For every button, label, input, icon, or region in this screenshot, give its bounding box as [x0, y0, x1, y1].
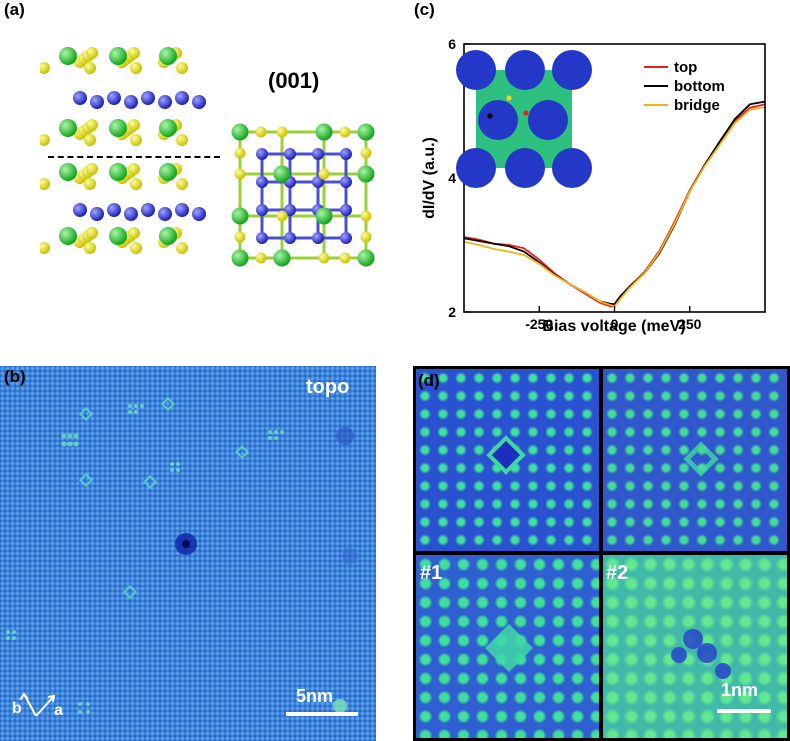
dIdV-map-grid	[413, 366, 790, 741]
map-1-label: #1	[420, 562, 443, 584]
cleavage-plane-line	[48, 156, 220, 158]
panel-a-label: (a)	[4, 0, 25, 19]
inset-stm-map	[456, 50, 592, 188]
top-view-crystal-structure	[231, 123, 375, 267]
axis-a-label: a	[54, 702, 63, 719]
y-axis-label: dI/dV (a.u.)	[421, 137, 438, 219]
map-top-left	[416, 369, 599, 551]
marker-bridge	[506, 95, 512, 101]
dIdV-spectra-chart: -250 0 250 2 4 6 dI/dV (a.u.) Bias voltage (m…	[421, 36, 766, 335]
topo-mode-label: topo	[306, 376, 350, 398]
y-tick-label: 6	[448, 36, 456, 52]
legend-label-bridge: bridge	[674, 97, 720, 114]
legend-label-top: top	[674, 59, 697, 76]
legend: top bottom bridge	[644, 59, 725, 114]
scale-bar-1nm	[717, 709, 771, 713]
scale-bar-5nm-label: 5nm	[296, 686, 334, 706]
lattice-axes-arrows	[19, 692, 56, 717]
topography-image	[0, 366, 376, 741]
panel-d-label: (d)	[418, 371, 440, 390]
x-axis-label: Bias voltage (meV)	[542, 318, 685, 335]
x-tick-label: -250	[525, 316, 553, 332]
map-bottom-left	[416, 555, 599, 738]
map-bottom-right	[603, 555, 787, 738]
legend-label-bottom: bottom	[674, 78, 725, 95]
map-2-label: #2	[606, 562, 629, 584]
series-line-bottom	[463, 100, 766, 305]
x-tick-label: 250	[678, 316, 702, 332]
defect-features	[6, 396, 358, 714]
y-tick-label: 4	[448, 170, 456, 186]
marker-top	[523, 110, 529, 116]
panel-c-label: (c)	[414, 0, 435, 19]
plane-label-001: (001)	[268, 68, 320, 93]
scale-bar-5nm	[286, 712, 358, 716]
map-top-right	[603, 369, 787, 551]
panel-b-label: (b)	[4, 367, 26, 386]
scale-bar-1nm-label: 1nm	[721, 680, 759, 700]
y-tick-label: 2	[448, 304, 456, 320]
marker-bottom	[487, 113, 493, 119]
x-tick-label: 0	[611, 316, 619, 332]
side-view-crystal-structure	[40, 47, 206, 254]
axis-b-label: b	[12, 700, 22, 717]
